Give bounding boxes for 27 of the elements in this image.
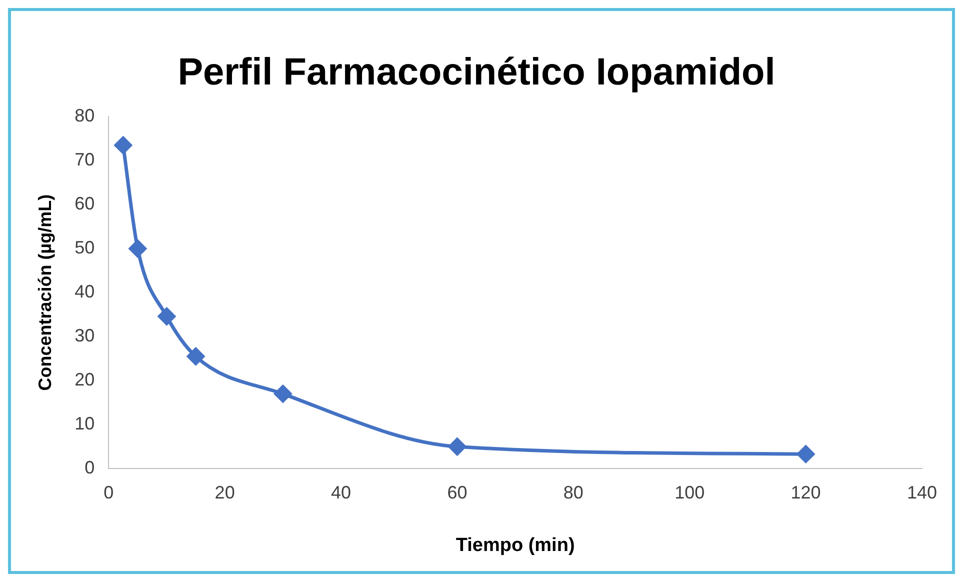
x-tick-label: 140 — [906, 482, 938, 502]
y-tick-label: 50 — [74, 238, 95, 258]
point — [797, 445, 815, 463]
chart-title: Perfil Farmacocinético Iopamidol — [178, 51, 776, 94]
point — [274, 385, 292, 403]
y-tick-label: 70 — [74, 150, 95, 170]
x-tick-label: 80 — [563, 482, 584, 502]
point — [128, 240, 146, 258]
x-axis-title: Tiempo (min) — [456, 534, 575, 556]
y-tick-label: 60 — [74, 194, 95, 214]
x-tick-label: 120 — [790, 482, 821, 502]
y-tick-label: 30 — [74, 326, 95, 346]
y-tick-label: 10 — [74, 414, 95, 434]
y-tick-label: 0 — [84, 458, 95, 478]
x-tick-label: 20 — [214, 482, 235, 502]
x-tick-label: 60 — [447, 482, 468, 502]
x-tick-label: 40 — [331, 482, 352, 502]
point — [158, 308, 176, 326]
point — [187, 348, 205, 366]
y-tick-label: 80 — [74, 106, 95, 126]
x-tick-label: 100 — [674, 482, 705, 502]
x-tick-label: 0 — [104, 482, 114, 502]
y-tick-label: 40 — [74, 282, 95, 302]
y-axis-title: Concentración (µg/mL) — [34, 194, 55, 391]
point — [448, 438, 466, 456]
point — [114, 136, 132, 154]
y-tick-label: 20 — [74, 370, 95, 390]
